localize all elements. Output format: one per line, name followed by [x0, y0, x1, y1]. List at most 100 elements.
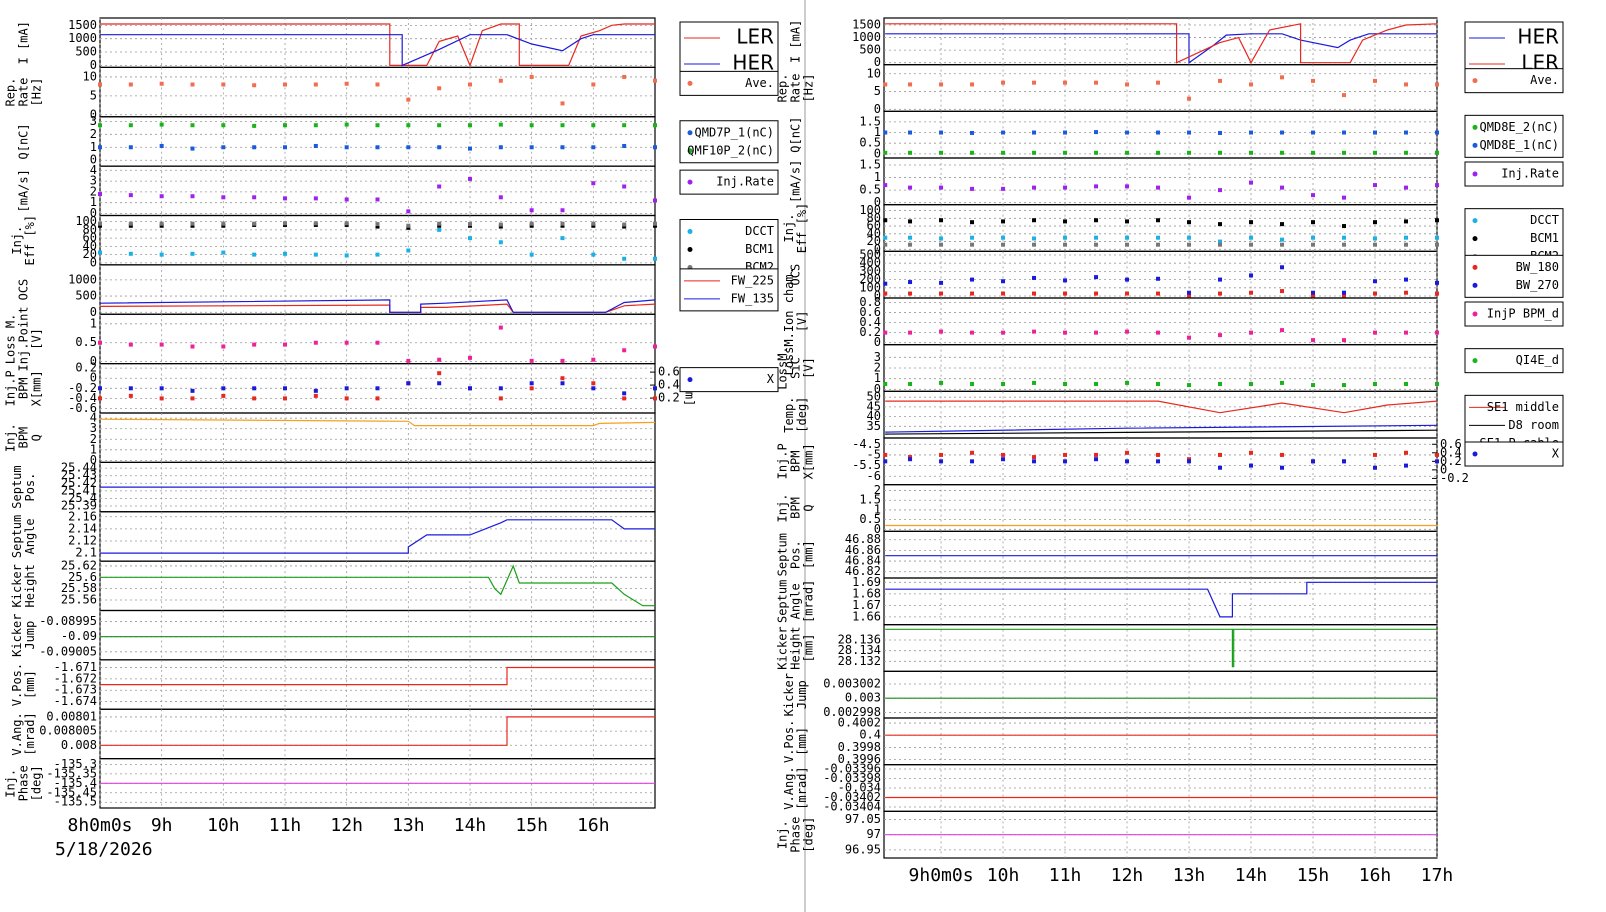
- x-tick-label: 15h: [515, 815, 548, 836]
- data-point: [1311, 459, 1316, 464]
- data-line: [100, 666, 655, 686]
- data-point: [313, 252, 318, 257]
- data-point: [1404, 382, 1409, 386]
- y-tick-label: 1000: [852, 30, 881, 44]
- legend-label: FW_135: [731, 291, 774, 305]
- y-tick-label: 0.008: [61, 738, 97, 752]
- data-point: [908, 219, 913, 224]
- legend-label: BCM1: [745, 242, 774, 256]
- data-point: [1063, 219, 1068, 224]
- data-point: [1156, 459, 1161, 464]
- data-point: [908, 455, 913, 460]
- data-point: [622, 74, 627, 79]
- legend-label: HER: [732, 51, 774, 75]
- data-point: [437, 223, 442, 228]
- data-point: [591, 381, 596, 386]
- y-tick-label: 3: [90, 114, 97, 128]
- data-point: [1280, 328, 1285, 333]
- y-tick-label: 25.4: [68, 491, 97, 505]
- data-point: [128, 221, 133, 226]
- y-tick-label: 0.00801: [46, 709, 97, 723]
- data-point: [375, 224, 380, 229]
- data-point: [1001, 219, 1006, 224]
- data-point: [1218, 130, 1223, 135]
- y-axis-label: Height: [23, 564, 37, 607]
- data-point: [1435, 330, 1439, 335]
- data-point: [1187, 459, 1192, 464]
- legend-swatch: [1472, 218, 1478, 224]
- data-point: [406, 225, 411, 230]
- data-point: [159, 143, 164, 148]
- data-point: [1032, 236, 1037, 241]
- data-point: [344, 145, 349, 150]
- y-tick-label: 0.2: [75, 361, 97, 375]
- data-line: [885, 33, 1437, 64]
- y-axis-label: [mrad]: [23, 712, 37, 755]
- data-point: [190, 223, 195, 228]
- data-point: [1373, 78, 1378, 83]
- y-tick-label: 0.5: [859, 136, 881, 150]
- data-point: [1125, 82, 1130, 87]
- data-point: [221, 386, 226, 391]
- data-point: [1249, 242, 1254, 247]
- data-point: [221, 145, 226, 150]
- data-point: [1280, 130, 1285, 135]
- y-axis-label: Eff [%]: [795, 203, 809, 254]
- data-point: [1249, 273, 1254, 278]
- y-tick-label: 300: [859, 264, 881, 278]
- y-tick-label: 0.3996: [838, 752, 881, 766]
- y-tick-label: 3: [90, 421, 97, 435]
- data-point: [1249, 130, 1254, 135]
- data-point: [1280, 289, 1285, 294]
- data-point: [221, 393, 226, 398]
- y-axis-label: BPM: [789, 450, 803, 472]
- data-point: [1094, 275, 1099, 280]
- y-axis-label: [mm]: [23, 670, 37, 699]
- data-point: [190, 146, 195, 151]
- data-point: [252, 145, 257, 150]
- data-point: [970, 459, 975, 464]
- y-tick-label: -1.673: [54, 683, 97, 697]
- data-point: [591, 223, 596, 228]
- data-point: [344, 81, 349, 86]
- y-axis-label: Height: [789, 626, 803, 669]
- data-point: [1094, 382, 1099, 386]
- y-axis-label: Inj.Point: [17, 306, 31, 371]
- data-point: [1249, 220, 1254, 225]
- y-tick-label: 1.68: [852, 586, 881, 600]
- legend-swatch: [687, 229, 693, 234]
- legend-box: [679, 367, 779, 393]
- y-tick-label: 10: [83, 69, 97, 83]
- data-point: [406, 209, 411, 214]
- y-tick-label: -135.35: [46, 766, 97, 780]
- data-point: [1063, 452, 1068, 457]
- legend-label: HER: [1517, 25, 1559, 49]
- data-point: [1373, 130, 1378, 135]
- y-tick-label: 1: [90, 140, 97, 154]
- data-point: [406, 248, 411, 253]
- y-axis-label: BPM: [17, 377, 31, 399]
- data-point: [1249, 463, 1254, 468]
- data-point: [98, 192, 102, 197]
- y-tick-label: 1500: [852, 18, 881, 32]
- data-point: [1001, 382, 1006, 386]
- data-point: [406, 381, 411, 386]
- y-axis-label: Inj.: [4, 769, 18, 798]
- data-point: [252, 386, 257, 391]
- y-tick-label: 46.82: [845, 564, 881, 578]
- y-tick-label: 5: [90, 88, 97, 102]
- data-point: [622, 224, 627, 229]
- legend-label: QMF10P_2(nC): [687, 143, 774, 157]
- y-axis-label: Jump: [795, 680, 809, 709]
- data-point: [437, 221, 442, 226]
- data-point: [1218, 242, 1223, 247]
- y-tick-label: 0: [874, 382, 881, 396]
- data-point: [1373, 452, 1378, 457]
- legend-box: [1464, 254, 1564, 298]
- y-tick-label: 0.4: [859, 315, 881, 329]
- legend-box: [1464, 301, 1564, 327]
- data-point: [190, 194, 195, 199]
- x-tick-label: 14h: [454, 815, 487, 836]
- y2-tick-label: 0.2: [1440, 454, 1462, 468]
- data-point: [939, 242, 944, 247]
